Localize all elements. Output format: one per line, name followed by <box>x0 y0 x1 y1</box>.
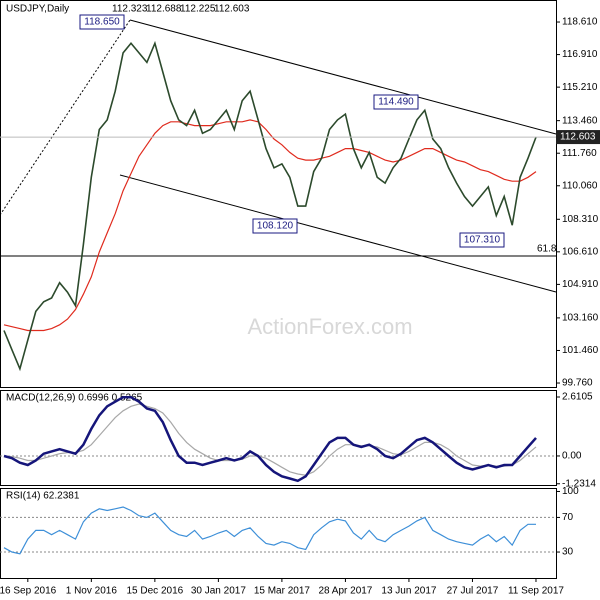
annotation: 61.8 <box>537 244 557 255</box>
y-tick-label: 103.160 <box>562 313 599 324</box>
annotation-box <box>79 14 125 30</box>
y-tick-label: 100 <box>562 486 579 497</box>
series-line <box>3 395 537 483</box>
annotation: 108.120 <box>257 221 294 232</box>
x-tick-label: 1 Nov 2016 <box>66 586 118 597</box>
series-line <box>3 40 537 372</box>
x-tick-label: 16 Sep 2016 <box>0 586 57 597</box>
y-tick-label: 110.060 <box>562 180 598 191</box>
annotation-box <box>252 218 298 234</box>
series-line <box>3 403 537 476</box>
y-tick-label: 113.460 <box>562 115 598 126</box>
annotation: 107.310 <box>464 235 501 246</box>
macd-title: MACD(12,26,9) 0.6996 0.5265 <box>6 393 143 404</box>
x-tick-label: 15 Mar 2017 <box>254 586 311 597</box>
header-value: 112.323 <box>112 4 148 15</box>
y-tick-label: 0.00 <box>562 451 582 462</box>
last-price-label: 112.603 <box>560 132 596 143</box>
main-panel <box>0 0 557 388</box>
y-tick-label: 108.310 <box>562 214 599 225</box>
y-tick-label: 70 <box>562 512 574 523</box>
x-tick-label: 27 Jul 2017 <box>447 586 499 597</box>
annotation: 118.650 <box>84 17 120 28</box>
last-price-box <box>556 130 600 145</box>
trend-dotted <box>0 19 131 216</box>
y-tick-label: 111.760 <box>562 148 597 159</box>
y-tick-label: 2.6105 <box>562 392 593 403</box>
annotation: 114.490 <box>378 97 414 108</box>
y-tick-label: 115.210 <box>562 82 598 93</box>
y-tick-label: 99.760 <box>562 378 593 389</box>
y-tick-label: -1.2314 <box>562 478 596 489</box>
x-tick-label: 28 Apr 2017 <box>318 586 372 597</box>
rsi-panel <box>0 488 557 579</box>
watermark: ActionForex.com <box>247 314 412 339</box>
annotation-box <box>373 94 419 110</box>
y-tick-label: 104.910 <box>562 279 599 290</box>
x-tick-label: 13 Jun 2017 <box>381 586 436 597</box>
header-value: 112.688 <box>146 4 182 15</box>
y-tick-label: 116.910 <box>562 49 598 60</box>
chart-title: USDJPY,Daily <box>6 4 69 15</box>
x-tick-label: 30 Jan 2017 <box>191 586 246 597</box>
y-tick-label: 106.610 <box>562 246 599 257</box>
channel-upper <box>129 19 557 135</box>
x-tick-label: 11 Sep 2017 <box>508 586 564 597</box>
annotation-box <box>459 232 505 248</box>
macd-panel <box>0 390 557 486</box>
header-value: 112.225 <box>180 4 216 15</box>
rsi-title: RSI(14) 62.2381 <box>6 491 80 502</box>
y-tick-label: 30 <box>562 547 574 558</box>
series-line <box>3 506 536 555</box>
y-tick-label: 118.610 <box>562 17 598 28</box>
series-line <box>3 119 537 332</box>
y-tick-label: 101.460 <box>562 345 599 356</box>
header-value: 112.603 <box>214 4 250 15</box>
channel-lower <box>119 174 557 293</box>
x-tick-label: 15 Dec 2016 <box>127 586 184 597</box>
